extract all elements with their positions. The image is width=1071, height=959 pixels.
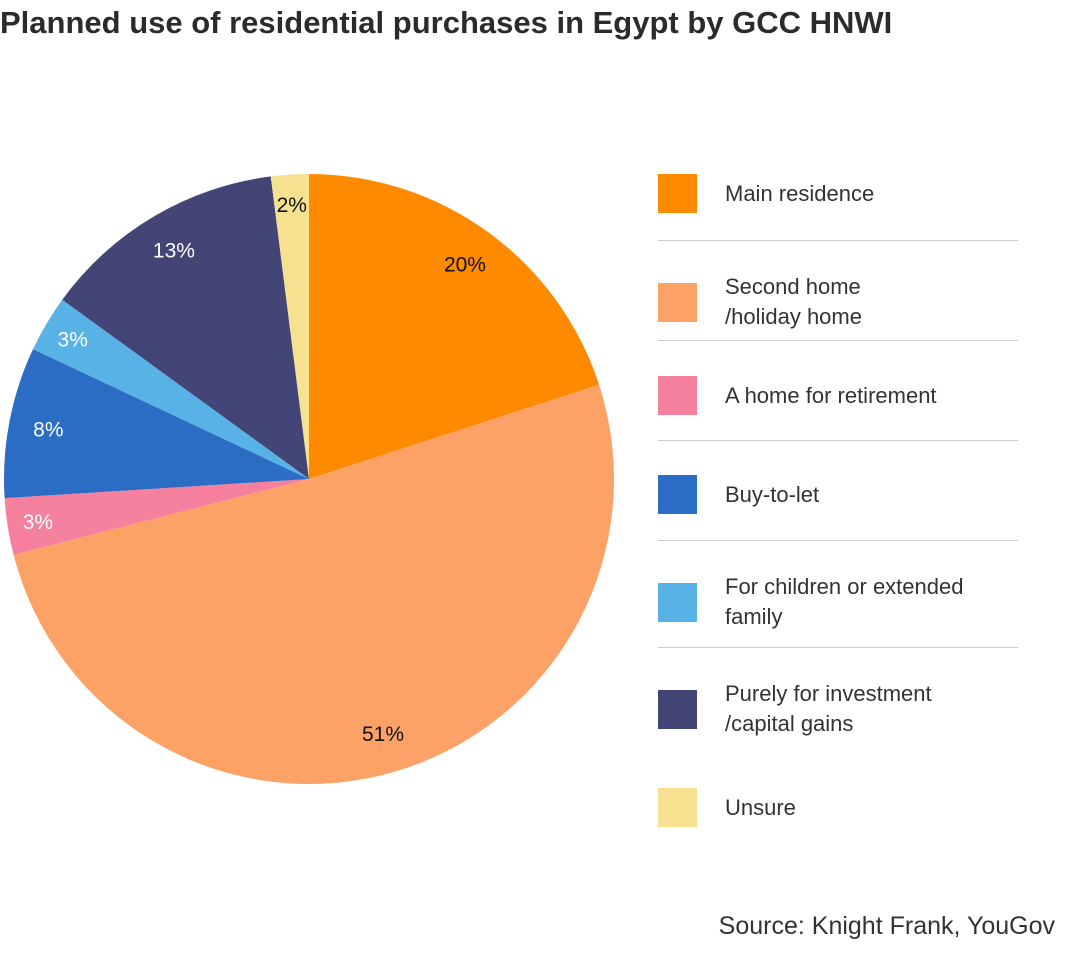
legend-item: Unsure: [658, 788, 1018, 827]
slice-value-label: 20%: [444, 253, 486, 276]
pie-slice-3: [3, 349, 309, 499]
pie-slice-0: [309, 174, 600, 479]
legend-label: Second home /holiday home: [725, 274, 862, 329]
legend-label: Buy-to-let: [725, 481, 820, 507]
legend-divider: [658, 240, 1018, 241]
legend-label: Unsure: [725, 794, 796, 820]
legend-swatch: [658, 582, 697, 622]
pie-slice-1: [13, 384, 614, 784]
slice-value-label: 3%: [58, 328, 88, 351]
legend-item: Main residence: [658, 174, 1018, 213]
legend-label: Purely for investment /capital gains: [725, 681, 932, 736]
slice-value-label: 13%: [153, 240, 195, 263]
legend-swatch: [658, 689, 697, 729]
legend-divider: [658, 440, 1018, 441]
source-note: Source: Knight Frank, YouGov: [718, 912, 1055, 940]
legend-divider: [658, 647, 1018, 648]
legend-divider: [658, 540, 1018, 541]
legend-swatch: [658, 788, 697, 827]
legend-item: For children or extended family: [658, 572, 1018, 632]
legend-swatch: [658, 475, 697, 514]
pie-slice-5: [62, 176, 309, 479]
legend-swatch: [658, 282, 697, 322]
legend-divider: [658, 340, 1018, 341]
legend-swatch: [658, 174, 697, 213]
pie-slice-4: [33, 299, 310, 479]
legend-label: Main residence: [725, 180, 875, 206]
legend-label: A home for retirement: [725, 382, 937, 408]
pie-slice-6: [270, 174, 309, 479]
slice-value-label: 3%: [23, 511, 53, 534]
slice-value-label: 2%: [277, 194, 307, 217]
pie-slice-2: [4, 479, 310, 555]
chart-title: Planned use of residential purchases in …: [0, 5, 893, 40]
legend-item: Second home /holiday home: [658, 272, 1018, 332]
pie-chart: 20% 51% 3% 8% 3% 13% 2%: [3, 174, 614, 784]
legend-item: Purely for investment /capital gains: [658, 679, 1018, 739]
slice-value-label: 8%: [33, 418, 63, 441]
legend-item: Buy-to-let: [658, 475, 1018, 514]
legend-item: A home for retirement: [658, 376, 1018, 415]
legend-swatch: [658, 376, 697, 415]
slice-value-label: 51%: [362, 723, 404, 746]
legend-label: For children or extended family: [725, 574, 964, 629]
